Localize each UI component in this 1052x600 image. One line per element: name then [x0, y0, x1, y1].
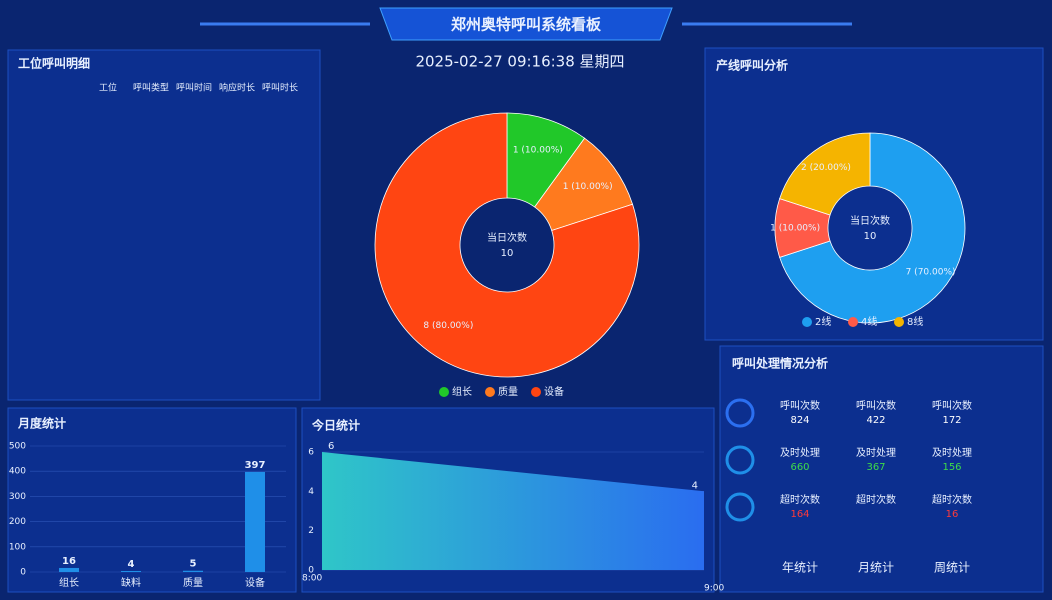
stat-value: 660	[790, 462, 809, 473]
y-tick-label: 6	[308, 448, 314, 458]
y-tick-label: 0	[20, 568, 26, 578]
legend-swatch	[439, 387, 449, 397]
slice-label: 1 (10.00%)	[513, 146, 563, 156]
row-icon	[725, 492, 755, 522]
center-label: 当日次数	[487, 231, 527, 244]
tab-button[interactable]: 年统计	[782, 561, 818, 575]
legend-swatch	[531, 387, 541, 397]
data-label: 6	[328, 441, 334, 452]
stat-label: 呼叫次数	[856, 399, 896, 412]
panel-title: 产线呼叫分析	[716, 58, 788, 73]
y-tick-label: 200	[9, 517, 26, 527]
legend-label: 质量	[498, 386, 518, 398]
panel-title: 今日统计	[311, 418, 360, 433]
bar	[59, 567, 79, 572]
legend-label: 组长	[452, 385, 472, 398]
stat-label: 及时处理	[780, 447, 820, 459]
stat-value: 824	[790, 415, 809, 426]
stat-label: 及时处理	[856, 447, 896, 459]
y-tick-label: 400	[9, 467, 26, 477]
x-tick-label: 8:00	[302, 574, 322, 584]
data-label: 397	[245, 460, 266, 471]
stat-label: 及时处理	[932, 447, 972, 459]
legend-swatch	[848, 317, 858, 327]
stat-label: 超时次数	[780, 493, 820, 506]
stat-label: 呼叫次数	[932, 399, 972, 412]
y-tick-label: 300	[9, 492, 26, 502]
stat-value: 16	[946, 509, 959, 520]
slice-label: 7 (70.00%)	[906, 268, 956, 278]
center-label: 当日次数	[850, 214, 890, 227]
area	[322, 452, 704, 570]
y-tick-label: 4	[308, 487, 314, 497]
center-value: 10	[501, 248, 514, 259]
panel-title: 呼叫处理情况分析	[732, 356, 828, 371]
column-header: 呼叫时长	[262, 82, 298, 94]
page-title: 郑州奥特呼叫系统看板	[451, 16, 602, 34]
legend-label: 4线	[861, 315, 877, 328]
panel-title: 月度统计	[17, 416, 66, 431]
data-label: 16	[62, 556, 76, 567]
panel-title: 工位呼叫明细	[18, 56, 90, 71]
row-icon	[725, 445, 755, 475]
tab-button[interactable]: 月统计	[858, 561, 894, 575]
legend-label: 设备	[544, 385, 564, 398]
x-tick-label: 质量	[183, 577, 203, 589]
processing-panel	[719, 345, 1044, 593]
center-value: 10	[864, 231, 877, 242]
column-header: 响应时长	[219, 82, 255, 94]
x-tick-label: 组长	[59, 576, 79, 589]
call-detail-panel	[7, 49, 321, 401]
slice-label: 1 (10.00%)	[563, 182, 613, 192]
donut-slice	[779, 132, 966, 324]
donut-slice	[374, 112, 640, 378]
stat-value: 367	[866, 462, 885, 473]
bar	[121, 570, 141, 572]
slice-label: 1 (10.00%)	[770, 224, 820, 234]
y-tick-label: 500	[9, 442, 26, 452]
x-tick-label: 9:00	[704, 584, 724, 594]
x-tick-label: 设备	[245, 576, 265, 589]
y-tick-label: 100	[9, 542, 26, 552]
slice-label: 8 (80.00%)	[423, 321, 473, 331]
legend-label: 8线	[907, 315, 923, 328]
y-tick-label: 0	[308, 566, 314, 576]
legend-swatch	[485, 387, 495, 397]
stat-value: 156	[942, 462, 961, 473]
y-tick-label: 2	[308, 526, 314, 536]
column-header: 呼叫时间	[176, 82, 212, 94]
datetime: 2025-02-27 09:16:38 星期四	[415, 53, 624, 71]
stat-value: 164	[790, 509, 809, 520]
donut-slice	[779, 132, 871, 216]
slice-label: 2 (20.00%)	[801, 163, 851, 173]
data-label: 5	[190, 559, 197, 570]
column-header: 呼叫类型	[133, 82, 169, 94]
legend-swatch	[894, 317, 904, 327]
row-icon	[725, 398, 755, 428]
data-label: 4	[128, 559, 135, 570]
stat-label: 呼叫次数	[780, 399, 820, 412]
stat-label: 超时次数	[932, 493, 972, 506]
stat-label: 超时次数	[856, 493, 896, 506]
stat-value: 422	[866, 415, 885, 426]
bar	[245, 471, 265, 572]
column-header: 工位	[99, 82, 117, 94]
legend-label: 2线	[815, 315, 831, 328]
bar	[183, 570, 203, 572]
x-tick-label: 缺料	[121, 576, 141, 589]
stat-value: 172	[942, 415, 961, 426]
data-label: 4	[692, 480, 698, 491]
tab-button[interactable]: 周统计	[934, 561, 970, 575]
title-bar	[379, 7, 673, 41]
legend-swatch	[802, 317, 812, 327]
